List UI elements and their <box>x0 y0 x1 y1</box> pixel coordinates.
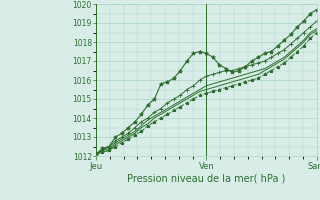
X-axis label: Pression niveau de la mer( hPa ): Pression niveau de la mer( hPa ) <box>127 173 285 183</box>
